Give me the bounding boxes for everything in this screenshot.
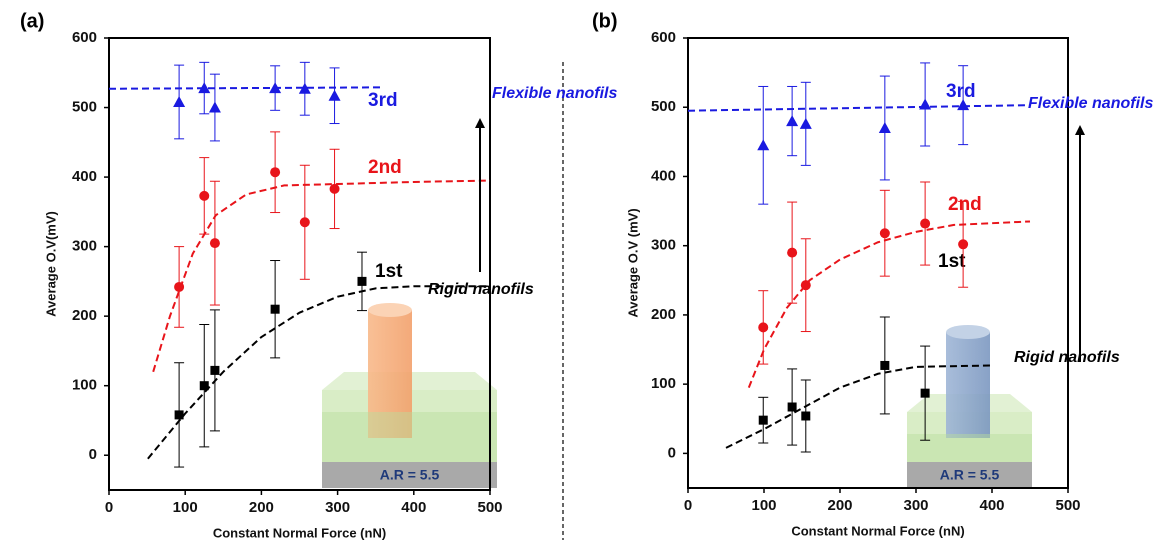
x-tick-label: 0	[105, 499, 113, 516]
fit-line	[152, 179, 491, 373]
y-tick-label: 100	[651, 375, 676, 392]
x-axis-label: Constant Normal Force (nN)	[213, 525, 386, 540]
marker-triangle	[269, 82, 282, 94]
x-axis-label: Constant Normal Force (nN)	[791, 523, 964, 538]
y-tick-label: 600	[72, 29, 97, 46]
x-tick-label: 300	[325, 499, 350, 516]
top-note: Flexible nanofils	[492, 85, 617, 102]
marker-square	[880, 360, 890, 370]
marker-circle	[800, 280, 811, 291]
marker-square	[801, 411, 811, 421]
marker-triangle	[786, 115, 799, 127]
panel-label: (b)	[592, 10, 618, 32]
y-tick-label: 100	[72, 377, 97, 394]
arrow-head	[1075, 125, 1085, 135]
marker-circle	[879, 228, 890, 239]
fit-line	[687, 104, 1031, 112]
marker-circle	[787, 247, 798, 258]
inset-film-front	[907, 434, 1032, 462]
marker-triangle	[208, 101, 221, 113]
x-tick-label: 100	[751, 497, 776, 514]
bottom-note: Rigid nanofils	[428, 281, 534, 298]
y-axis-label: Average O.V (mV)	[625, 208, 640, 317]
x-tick-label: 400	[979, 497, 1004, 514]
x-tick-label: 200	[827, 497, 852, 514]
marker-square	[758, 415, 768, 425]
inset-film-front	[322, 412, 497, 462]
plot-frame	[108, 37, 491, 491]
plot-frame	[687, 37, 1069, 489]
inset-label: A.R = 5.5	[940, 467, 1000, 483]
y-tick-label: 400	[72, 168, 97, 185]
series-label: 2nd	[368, 157, 402, 178]
arrow-head	[475, 118, 485, 128]
fit-line	[108, 86, 381, 90]
y-tick-label: 0	[668, 444, 676, 461]
marker-triangle	[919, 98, 932, 110]
marker-triangle	[173, 95, 186, 107]
marker-triangle	[957, 99, 970, 111]
top-note: Flexible nanofils	[1028, 95, 1153, 112]
inset-pillar	[946, 332, 990, 438]
x-tick-label: 0	[684, 497, 692, 514]
marker-square	[199, 381, 209, 391]
marker-square	[357, 276, 367, 286]
series-label: 1st	[375, 261, 403, 282]
panel-label: (a)	[20, 10, 44, 32]
y-tick-label: 400	[651, 167, 676, 184]
marker-square	[174, 410, 184, 420]
y-tick-label: 0	[89, 446, 97, 463]
series-label: 3rd	[368, 90, 398, 111]
inset-pillar	[368, 310, 412, 438]
y-tick-label: 200	[651, 306, 676, 323]
series-label: 2nd	[948, 194, 982, 215]
marker-circle	[958, 239, 969, 250]
marker-triangle	[757, 139, 770, 151]
y-tick-label: 500	[651, 98, 676, 115]
series-label: 3rd	[946, 81, 976, 102]
x-tick-label: 100	[173, 499, 198, 516]
inset-pillar-top	[946, 325, 990, 339]
marker-circle	[270, 167, 281, 178]
inset-base	[322, 462, 497, 488]
marker-square	[210, 365, 220, 375]
marker-square	[270, 304, 280, 314]
marker-triangle	[328, 89, 341, 101]
x-tick-label: 400	[401, 499, 426, 516]
marker-triangle	[799, 117, 812, 129]
bottom-note: Rigid nanofils	[1014, 349, 1120, 366]
marker-triangle	[198, 82, 211, 94]
marker-circle	[920, 218, 931, 229]
marker-circle	[199, 190, 210, 201]
marker-square	[787, 402, 797, 412]
x-tick-label: 500	[1055, 497, 1080, 514]
fit-line	[147, 285, 490, 460]
y-tick-label: 600	[651, 29, 676, 46]
y-tick-label: 200	[72, 307, 97, 324]
marker-triangle	[878, 122, 891, 133]
x-tick-label: 500	[477, 499, 502, 516]
x-tick-label: 300	[903, 497, 928, 514]
marker-circle	[174, 281, 185, 292]
marker-triangle	[298, 82, 311, 94]
y-tick-label: 500	[72, 99, 97, 116]
y-tick-label: 300	[651, 237, 676, 254]
inset-base	[907, 462, 1032, 488]
marker-square	[920, 388, 930, 398]
marker-circle	[299, 217, 310, 228]
y-tick-label: 300	[72, 238, 97, 255]
y-axis-label: Average O.V(mV)	[43, 211, 58, 317]
series-label: 1st	[938, 251, 966, 272]
marker-circle	[209, 238, 220, 249]
marker-circle	[329, 183, 340, 194]
marker-circle	[758, 322, 769, 333]
inset-pillar-top	[368, 303, 412, 317]
x-tick-label: 200	[249, 499, 274, 516]
inset-label: A.R = 5.5	[380, 467, 440, 483]
fit-line	[747, 220, 1031, 388]
